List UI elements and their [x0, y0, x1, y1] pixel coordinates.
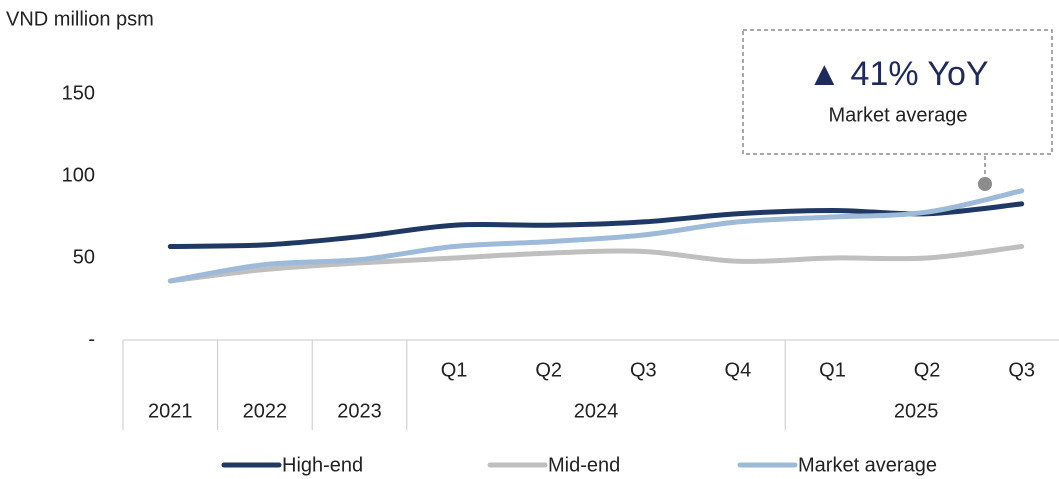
x-tick-label: Q1 [441, 359, 468, 381]
y-tick-label: 100 [62, 164, 95, 186]
x-tick-label: Q4 [725, 359, 752, 381]
x-tick-label: Q1 [819, 359, 846, 381]
x-tick-label: Q3 [1008, 359, 1035, 381]
x-group-label: 2023 [337, 400, 382, 422]
x-group-label: 2024 [574, 400, 619, 422]
y-axis-title: VND million psm [6, 8, 154, 30]
x-group-label: 2022 [243, 400, 288, 422]
x-group-label: 2025 [894, 400, 939, 422]
series-line [167, 201, 1025, 250]
y-tick-label: - [88, 328, 95, 350]
series-line [167, 188, 1025, 284]
x-group-label: 2021 [148, 400, 193, 422]
y-tick-label: 150 [62, 82, 95, 104]
x-tick-label: Q3 [630, 359, 657, 381]
x-tick-label: Q2 [914, 359, 941, 381]
annotation-box [742, 29, 1053, 155]
annotation-dot [978, 177, 992, 191]
annotation-text: Market average [829, 104, 968, 126]
x-tick-label: Q2 [535, 359, 562, 381]
legend-label: High-end [282, 454, 363, 476]
series-line [167, 244, 1025, 284]
y-tick-label: 50 [73, 246, 95, 268]
legend-label: Market average [798, 454, 937, 476]
annotation-title: ▲ 41% YoY [807, 55, 988, 93]
legend-label: Mid-end [548, 454, 620, 476]
